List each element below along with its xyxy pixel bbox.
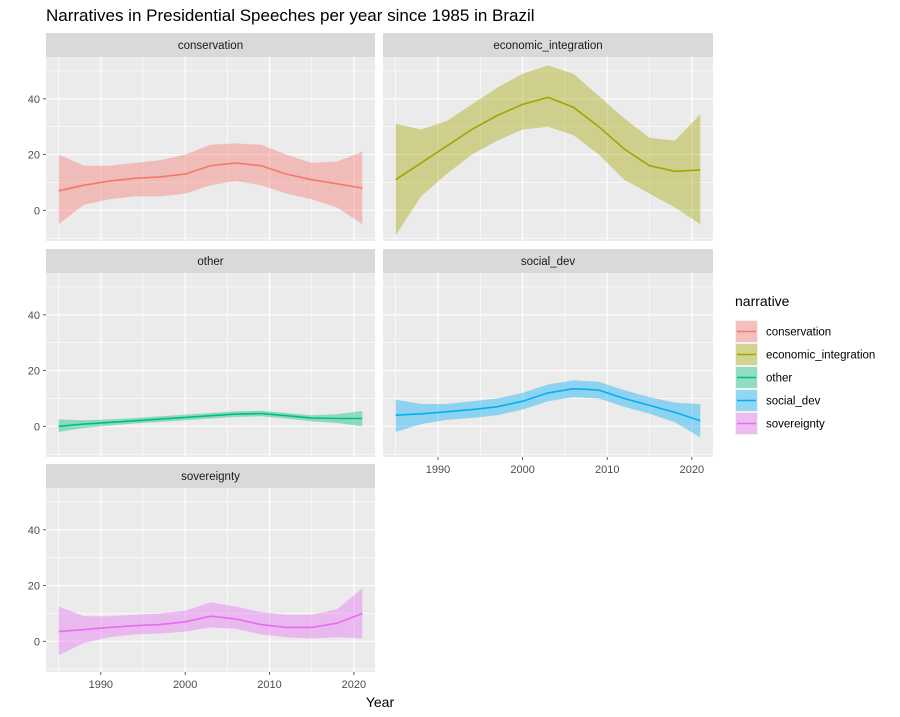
- legend-label: sovereignty: [766, 419, 825, 431]
- y-tick-label: 20: [28, 581, 40, 593]
- y-tick-label: 0: [34, 205, 40, 217]
- legend-item-sovereignty: sovereignty: [735, 412, 825, 435]
- x-tick-label: 2010: [595, 464, 619, 476]
- y-tick-label: 40: [28, 525, 40, 537]
- facet-panels: conservation 0 20 40 economic_integrationoth…: [28, 33, 713, 691]
- facet-conservation: conservation 0 20 40: [28, 33, 375, 241]
- facet-strip-label: other: [197, 256, 223, 268]
- confidence-band-conservation: [58, 143, 363, 225]
- y-tick-label: 40: [28, 94, 40, 106]
- confidence-band-economic_integration: [395, 65, 701, 236]
- legend-label: economic_integration: [766, 350, 875, 362]
- facet-strip-label: conservation: [178, 40, 243, 52]
- facet-other: other 0 20 40: [28, 249, 375, 457]
- y-tick-label: 0: [34, 636, 40, 648]
- trend-line-social_dev: [395, 387, 701, 422]
- facet-strip-label: social_dev: [521, 256, 576, 268]
- legend-title: narrative: [735, 293, 790, 309]
- trend-line-sovereignty: [58, 612, 363, 633]
- facet-strip: [383, 249, 713, 273]
- legend-label: other: [766, 373, 792, 385]
- facet-strip: [383, 33, 713, 57]
- x-tick-label: 1990: [426, 464, 450, 476]
- facet-strip-label: sovereignty: [181, 471, 240, 483]
- legend-item-economic_integration: economic_integration: [735, 343, 875, 366]
- x-tick-label: 2010: [257, 679, 281, 691]
- facet-economic_integration: economic_integration: [383, 33, 713, 241]
- x-tick-label: 1990: [89, 679, 113, 691]
- confidence-band-sovereignty: [58, 588, 363, 656]
- x-tick-label: 2020: [342, 679, 366, 691]
- trend-line-economic_integration: [395, 96, 701, 181]
- y-tick-label: 20: [28, 150, 40, 162]
- y-tick-label: 20: [28, 366, 40, 378]
- facet-strip: [46, 464, 375, 488]
- facet-sovereignty: sovereignty 0 20 40 1990 2000 2010 2020: [28, 464, 375, 691]
- trend-line-conservation: [58, 162, 363, 192]
- x-tick-label: 2000: [510, 464, 534, 476]
- x-axis-title: Year: [366, 694, 395, 710]
- legend-item-other: other: [735, 366, 792, 389]
- chart-title: Narratives in Presidential Speeches per …: [46, 6, 535, 25]
- legend-label: social_dev: [766, 396, 821, 408]
- confidence-band-social_dev: [395, 380, 701, 438]
- legend-label: conservation: [766, 327, 831, 339]
- panel-background: [46, 488, 375, 672]
- x-tick-label: 2000: [173, 679, 197, 691]
- facet-social_dev: social_dev 1990 2000 2010 2020: [383, 249, 713, 476]
- legend-item-social_dev: social_dev: [735, 389, 821, 412]
- x-tick-label: 2020: [680, 464, 704, 476]
- panel-background: [46, 273, 375, 457]
- facet-strip: [46, 249, 375, 273]
- facet-strip-label: economic_integration: [493, 40, 602, 52]
- legend: narrative conservation economic_integrati…: [735, 293, 875, 435]
- panel-background: [383, 273, 713, 457]
- facet-strip: [46, 33, 375, 57]
- trend-line-other: [58, 412, 363, 428]
- legend-item-conservation: conservation: [735, 320, 831, 343]
- y-tick-label: 0: [34, 421, 40, 433]
- y-tick-label: 40: [28, 310, 40, 322]
